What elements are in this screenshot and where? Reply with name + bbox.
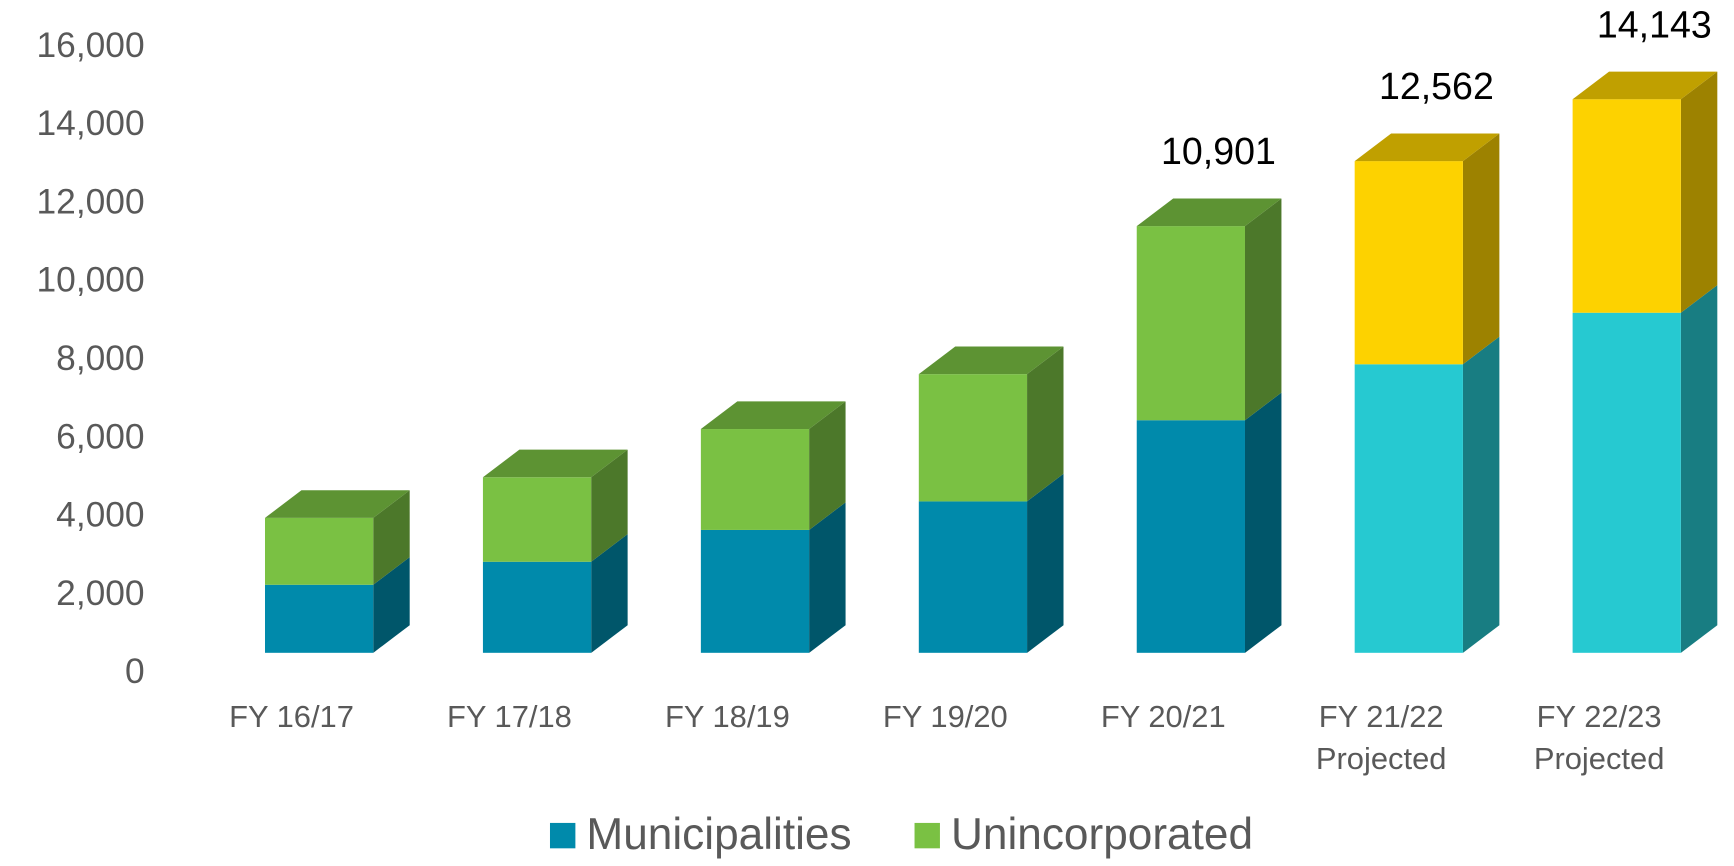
bar-side [1680,71,1718,313]
bar-side [1680,285,1718,653]
x-tick-label: FY 21/22 Projected [1316,699,1447,776]
bar-side [809,502,846,653]
bar-side [1462,133,1500,365]
total-label: 12,562 [1379,65,1494,107]
bar-top [700,401,846,430]
bar [264,584,374,653]
x-tick-label: FY 22/23 Projected [1534,699,1665,776]
y-tick-label: 4,000 [56,496,144,535]
y-tick-label: 8,000 [56,339,144,378]
bar [1572,99,1681,313]
y-tick-label: 14,000 [37,104,145,143]
x-tick-label: FY 20/21 [1101,699,1226,734]
bar-top [264,490,410,518]
bar-top [1354,133,1500,162]
legend-label: Unincorporated [951,810,1253,859]
x-tick-label: FY 19/20 [883,699,1008,734]
x-tick-label: FY 18/19 [665,699,790,734]
bar [482,561,592,653]
bar [918,374,1028,502]
bar [482,477,592,562]
bar-side [373,490,410,585]
bar [1354,364,1463,653]
bar [918,501,1028,653]
y-tick-label: 0 [125,652,145,691]
x-tick-label: FY 17/18 [447,699,572,734]
bar-side [1244,198,1282,421]
legend-swatch [549,822,576,849]
total-label: 14,143 [1597,3,1712,45]
legend-label: Municipalities [586,810,851,859]
bar-top [1572,71,1718,100]
bar [1354,161,1463,365]
bar-side [809,401,846,530]
bar-side [1244,392,1282,653]
y-tick-label: 10,000 [37,261,145,300]
legend-swatch [914,822,940,849]
bar-side [591,534,628,653]
bar-side [591,449,628,562]
bar-side [1027,346,1064,502]
bar [700,529,810,653]
y-tick-label: 16,000 [37,26,145,65]
total-label: 10,901 [1161,130,1276,172]
x-tick-label: FY 16/17 [229,699,354,734]
y-tick-label: 6,000 [56,417,144,456]
y-tick-label: 12,000 [37,182,145,221]
bar [1136,420,1245,653]
bar-top [482,449,628,478]
bar-side [1462,336,1500,653]
bar-top [918,346,1064,375]
bar-top [1136,198,1282,227]
y-tick-label: 2,000 [56,574,144,613]
bar [700,429,810,530]
bar [1572,312,1681,653]
bar-side [1027,473,1064,653]
bar-side [373,557,410,653]
bar [1136,226,1245,421]
bar [264,517,374,585]
